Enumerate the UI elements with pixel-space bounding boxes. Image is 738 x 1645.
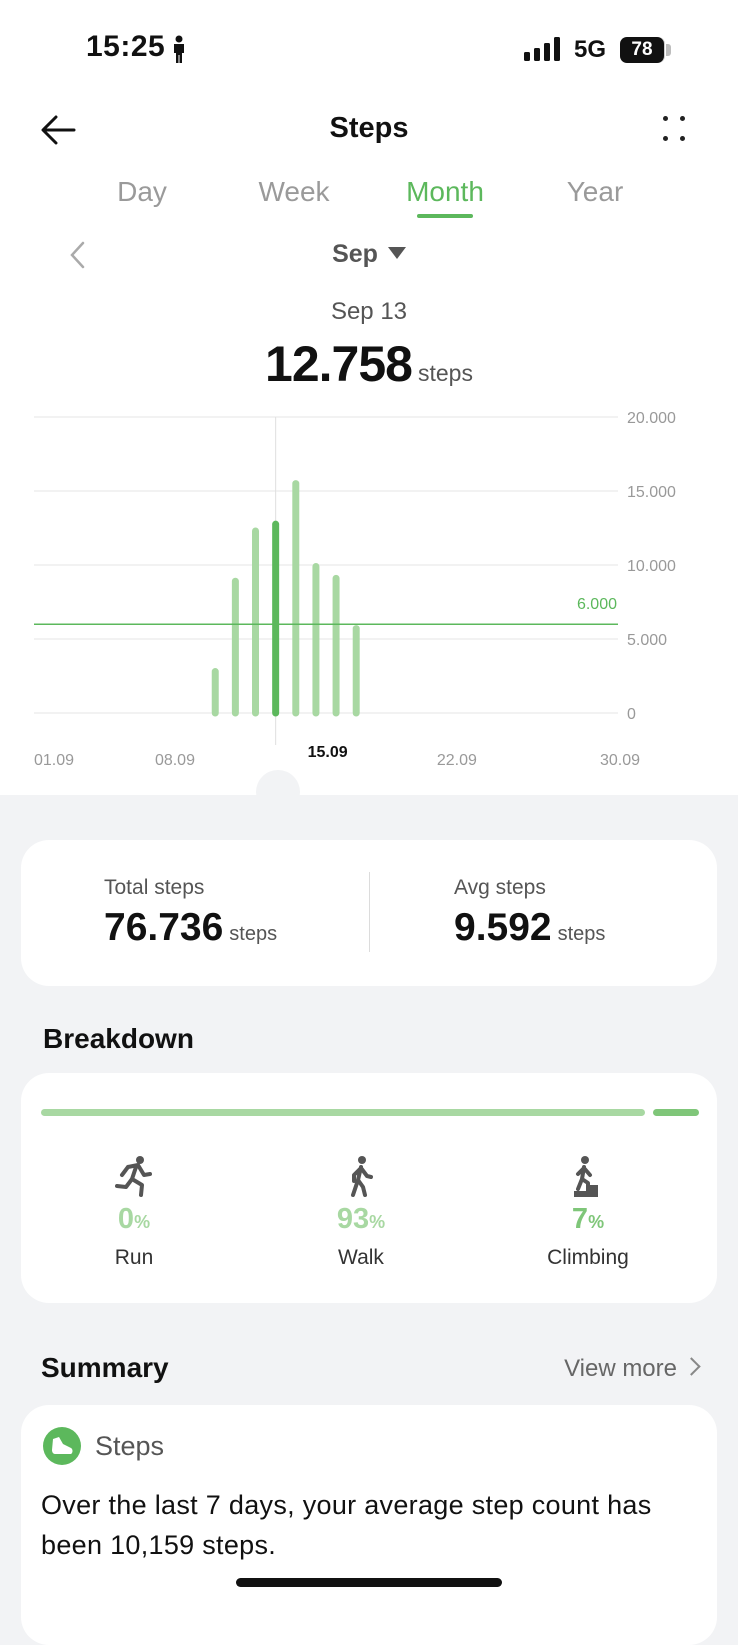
total-steps-unit: steps xyxy=(229,923,278,945)
walk-label: Walk xyxy=(338,1246,384,1269)
walk-value: 93 xyxy=(336,1203,370,1235)
avg-steps-value: 9.592 steps xyxy=(454,906,605,950)
month-selector[interactable]: Sep xyxy=(0,240,738,269)
walk-percent: 93% xyxy=(251,1203,471,1236)
status-time: 15:25 xyxy=(86,30,166,63)
y-tick-label: 10.000 xyxy=(627,558,676,575)
tab-active-indicator xyxy=(417,214,473,218)
view-more-label: View more xyxy=(564,1355,677,1382)
y-tick-label: 15.000 xyxy=(627,484,676,501)
totals-card: Total steps 76.736 steps Avg steps 9.592 s… xyxy=(21,840,717,986)
signal-icon xyxy=(524,37,562,61)
climbing-percent: 7% xyxy=(478,1203,698,1236)
chart-panel: 15:25 5G 78 Steps Day Week Month Year Se… xyxy=(0,0,738,795)
run-value: 0 xyxy=(117,1203,135,1235)
divider xyxy=(369,872,370,952)
y-tick-label: 0 xyxy=(627,706,636,723)
shoe-icon xyxy=(43,1427,81,1465)
total-steps-number: 76.736 xyxy=(104,906,224,949)
summary-card[interactable]: Steps Over the last 7 days, your average… xyxy=(21,1405,717,1645)
network-label: 5G xyxy=(574,36,607,63)
climbing-label: Climbing xyxy=(547,1246,629,1269)
run-icon xyxy=(115,1156,152,1197)
breakdown-run: 0% Run xyxy=(24,1155,244,1270)
back-arrow-icon[interactable] xyxy=(38,108,82,152)
selected-value: 12.758 steps xyxy=(0,335,738,393)
person-icon xyxy=(174,35,184,63)
selected-unit: steps xyxy=(417,360,473,386)
walk-unit: % xyxy=(369,1212,386,1232)
summary-title: Summary xyxy=(41,1352,169,1383)
avg-steps-number: 9.592 xyxy=(454,906,552,949)
run-percent: 0% xyxy=(24,1203,244,1236)
breakdown-walk: 93% Walk xyxy=(251,1155,471,1270)
climbing-value: 7 xyxy=(571,1203,589,1235)
walk-icon xyxy=(351,1156,373,1197)
chevron-right-icon xyxy=(682,1357,701,1376)
chevron-left-icon[interactable] xyxy=(66,240,90,270)
x-tick-label: 01.09 xyxy=(34,752,74,769)
tab-year[interactable]: Year xyxy=(566,176,624,207)
breakdown-walk-bar xyxy=(41,1109,645,1116)
total-steps-label: Total steps xyxy=(104,876,205,899)
y-tick-label: 5.000 xyxy=(627,632,667,649)
x-tick-label: 15.09 xyxy=(308,744,348,761)
summary-card-title: Steps xyxy=(95,1431,165,1461)
x-tick-label: 08.09 xyxy=(155,752,195,769)
steps-bar-chart[interactable]: 20.000 15.000 10.000 5.000 0 6.000 01.09 08.09 1… xyxy=(0,400,738,790)
run-label: Run xyxy=(114,1246,154,1269)
tab-month[interactable]: Month xyxy=(406,176,484,207)
x-tick-label: 30.09 xyxy=(600,752,640,769)
month-label: Sep xyxy=(332,240,378,268)
total-steps-value: 76.736 steps xyxy=(104,906,277,950)
avg-steps-unit: steps xyxy=(557,923,606,945)
breakdown-climbing: 7% Climbing xyxy=(478,1155,698,1270)
goal-label: 6.000 xyxy=(577,596,617,613)
tab-week[interactable]: Week xyxy=(258,176,330,207)
view-more-link[interactable]: View more xyxy=(564,1355,701,1383)
climbing-icon xyxy=(574,1156,598,1197)
x-tick-label: 22.09 xyxy=(437,752,477,769)
breakdown-card: 0% Run 93% Walk 7% Climbing xyxy=(21,1073,717,1303)
selected-date: Sep 13 xyxy=(330,298,408,325)
summary-text: Over the last 7 days, your average step … xyxy=(41,1490,652,1560)
caret-down-icon xyxy=(387,247,406,259)
breakdown-title: Breakdown xyxy=(43,1023,194,1054)
home-indicator[interactable] xyxy=(236,1578,502,1587)
more-options-icon[interactable] xyxy=(660,112,690,148)
battery-icon: 78 xyxy=(620,37,664,63)
climbing-unit: % xyxy=(588,1212,605,1232)
y-tick-label: 20.000 xyxy=(627,410,676,427)
avg-steps-label: Avg steps xyxy=(454,876,546,899)
selection-handle[interactable] xyxy=(256,770,300,814)
run-unit: % xyxy=(134,1212,151,1232)
tab-day[interactable]: Day xyxy=(117,176,167,207)
battery-tip xyxy=(666,44,671,56)
page-title: Steps xyxy=(329,112,409,144)
selected-steps: 12.758 xyxy=(265,336,413,392)
breakdown-climbing-bar xyxy=(653,1109,699,1116)
